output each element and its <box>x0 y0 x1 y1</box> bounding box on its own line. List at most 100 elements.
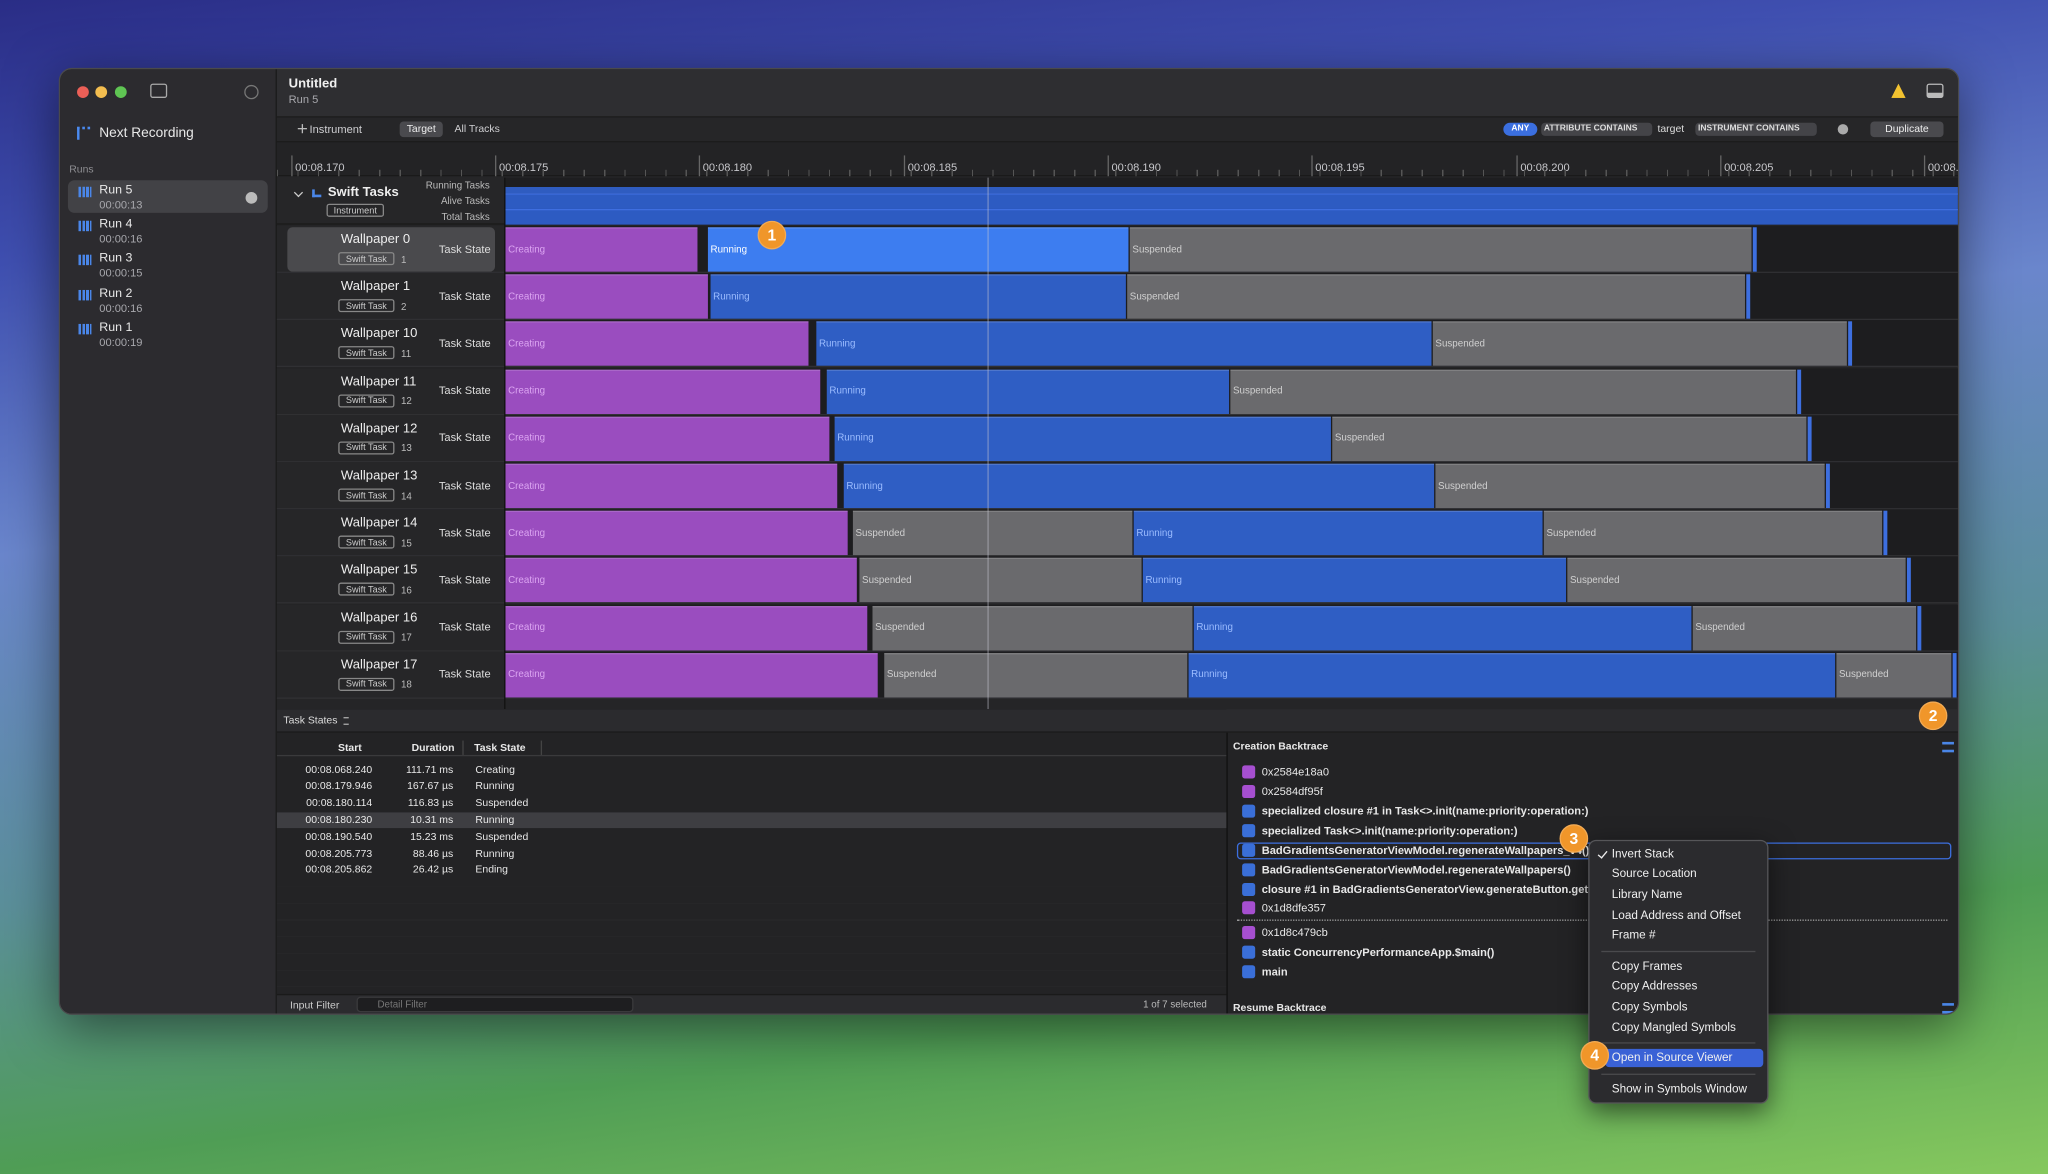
task-state-segment[interactable] <box>1567 558 1906 603</box>
filter-attribute-pill[interactable] <box>1541 122 1653 136</box>
frame-symbol[interactable]: specialized Task<>.init(name:priority:op… <box>1261 823 1518 837</box>
window-control[interactable] <box>114 85 127 98</box>
track-lane-label: Task State <box>438 525 491 539</box>
menu-item[interactable]: Library Name <box>1611 887 1683 901</box>
task-state-segment[interactable] <box>1133 510 1543 556</box>
menu-item[interactable]: Load Address and Offset <box>1611 908 1741 922</box>
track-name[interactable]: Wallpaper 17 <box>340 658 418 673</box>
cell-duration: 26.42 µs <box>412 863 454 876</box>
run-name[interactable]: Run 1 <box>99 320 133 335</box>
task-state-segment[interactable] <box>505 558 857 603</box>
task-state-segment[interactable] <box>505 227 698 272</box>
task-state-segment[interactable] <box>1193 605 1692 650</box>
task-state-label: Running <box>1145 573 1182 586</box>
task-state-segment[interactable] <box>872 605 1193 650</box>
task-state-segment[interactable] <box>834 416 1331 461</box>
task-state-segment[interactable] <box>1836 652 1952 698</box>
menu-item[interactable]: Copy Symbols <box>1611 999 1688 1013</box>
task-state-segment[interactable] <box>1543 510 1883 556</box>
task-state-segment[interactable] <box>505 369 821 414</box>
frame-symbol[interactable]: specialized closure #1 in Task<>.init(na… <box>1261 804 1589 818</box>
track-name[interactable]: Wallpaper 15 <box>340 563 418 578</box>
filter-clear[interactable] <box>1837 124 1849 135</box>
run-name[interactable]: Run 2 <box>99 285 133 301</box>
record-button[interactable] <box>244 84 259 100</box>
track-name[interactable]: Wallpaper 0 <box>340 232 411 247</box>
track-name[interactable]: Wallpaper 13 <box>340 468 418 484</box>
run-duration: 00:00:16 <box>99 232 143 246</box>
task-state-segment[interactable] <box>1142 558 1567 603</box>
task-state-segment[interactable] <box>816 321 1432 367</box>
task-state-segment[interactable] <box>1435 463 1825 509</box>
frame-symbol[interactable]: BadGradientsGeneratorViewModel.regenerat… <box>1261 843 1590 857</box>
menu-item[interactable]: Copy Mangled Symbols <box>1611 1020 1736 1034</box>
filter-any-pill[interactable] <box>1503 122 1538 136</box>
task-state-segment[interactable] <box>1127 274 1745 319</box>
task-state-segment[interactable] <box>505 605 868 650</box>
track-name[interactable]: Wallpaper 16 <box>340 610 418 626</box>
menu-item[interactable]: Frame # <box>1611 927 1656 942</box>
track-name[interactable]: Wallpaper 14 <box>340 516 418 531</box>
menu-item[interactable]: Invert Stack <box>1611 847 1674 861</box>
task-state-segment[interactable] <box>852 510 1133 556</box>
menu-item[interactable]: Copy Frames <box>1611 959 1683 973</box>
detail-selector[interactable]: Task States <box>283 714 338 727</box>
task-state-segment[interactable] <box>859 558 1142 603</box>
task-state-segment[interactable] <box>505 652 878 698</box>
task-state-segment[interactable] <box>843 463 1435 509</box>
track-name[interactable]: Wallpaper 1 <box>340 279 411 295</box>
task-state-segment[interactable] <box>1692 605 1917 650</box>
window-control[interactable] <box>94 85 107 98</box>
run-name[interactable]: Run 4 <box>99 217 133 232</box>
add-instrument-button[interactable]: Instrument <box>309 122 362 136</box>
column-header[interactable]: Start <box>337 741 362 754</box>
selected-run[interactable] <box>67 180 268 213</box>
task-state-label: Suspended <box>1438 479 1488 491</box>
frame-symbol[interactable]: main <box>1261 964 1288 978</box>
selected-row[interactable] <box>276 812 1227 829</box>
instrument-tag <box>326 203 384 217</box>
frame-symbol[interactable]: 0x2584e18a0 <box>1261 765 1330 779</box>
target-button[interactable] <box>399 121 443 138</box>
task-state-segment[interactable] <box>1129 227 1752 272</box>
next-recording[interactable]: Next Recording <box>99 125 194 141</box>
track-name[interactable]: Wallpaper 11 <box>340 374 417 389</box>
task-state-segment[interactable] <box>826 369 1230 414</box>
sidebar-toggle[interactable] <box>150 83 168 98</box>
frame-symbol[interactable]: 0x1d8dfe357 <box>1261 900 1326 914</box>
task-state-segment[interactable] <box>505 321 809 367</box>
column-header[interactable]: Task State <box>474 741 526 754</box>
menu-item[interactable]: Source Location <box>1611 866 1697 880</box>
column-header[interactable]: Duration <box>411 741 455 754</box>
task-state-segment[interactable] <box>505 274 708 319</box>
task-state-segment[interactable] <box>884 652 1188 698</box>
task-state-segment[interactable] <box>505 463 838 509</box>
task-state-segment[interactable] <box>710 274 1126 319</box>
frame-symbol[interactable]: closure #1 in BadGradientsGeneratorView.… <box>1261 882 1603 896</box>
menu-item[interactable]: Open in Source Viewer <box>1611 1050 1733 1064</box>
task-state-segment[interactable] <box>1188 652 1836 698</box>
task-state-label: Suspended <box>1569 573 1620 586</box>
frame-symbol[interactable]: 0x1d8c479cb <box>1261 925 1328 939</box>
frame-symbol[interactable]: static ConcurrencyPerformanceApp.$main() <box>1261 945 1495 959</box>
frame-symbol[interactable]: 0x2584df95f <box>1261 784 1323 798</box>
all-tracks-button[interactable]: All Tracks <box>454 122 500 135</box>
task-state-segment[interactable] <box>505 416 830 461</box>
track-name[interactable]: Wallpaper 10 <box>340 327 418 342</box>
frame-symbol[interactable]: BadGradientsGeneratorViewModel.regenerat… <box>1261 863 1571 877</box>
task-state-segment[interactable] <box>1230 369 1796 414</box>
window-control[interactable] <box>76 85 89 98</box>
menu-highlight <box>1605 1048 1764 1068</box>
filter-instrument-pill[interactable] <box>1695 122 1817 136</box>
task-state-segment[interactable] <box>1332 416 1807 461</box>
track-name[interactable]: Wallpaper 12 <box>340 421 418 436</box>
task-state-segment[interactable] <box>1432 321 1847 367</box>
run-name[interactable]: Run 3 <box>99 251 133 266</box>
duplicate-button[interactable] <box>1870 121 1944 138</box>
run-name[interactable]: Run 5 <box>99 183 133 198</box>
task-state-segment[interactable] <box>505 510 848 556</box>
panel-icon[interactable] <box>1926 83 1944 98</box>
menu-item[interactable]: Show in Symbols Window <box>1611 1082 1747 1096</box>
menu-item[interactable]: Copy Addresses <box>1611 978 1698 992</box>
detail-filter-field[interactable] <box>356 996 634 1013</box>
